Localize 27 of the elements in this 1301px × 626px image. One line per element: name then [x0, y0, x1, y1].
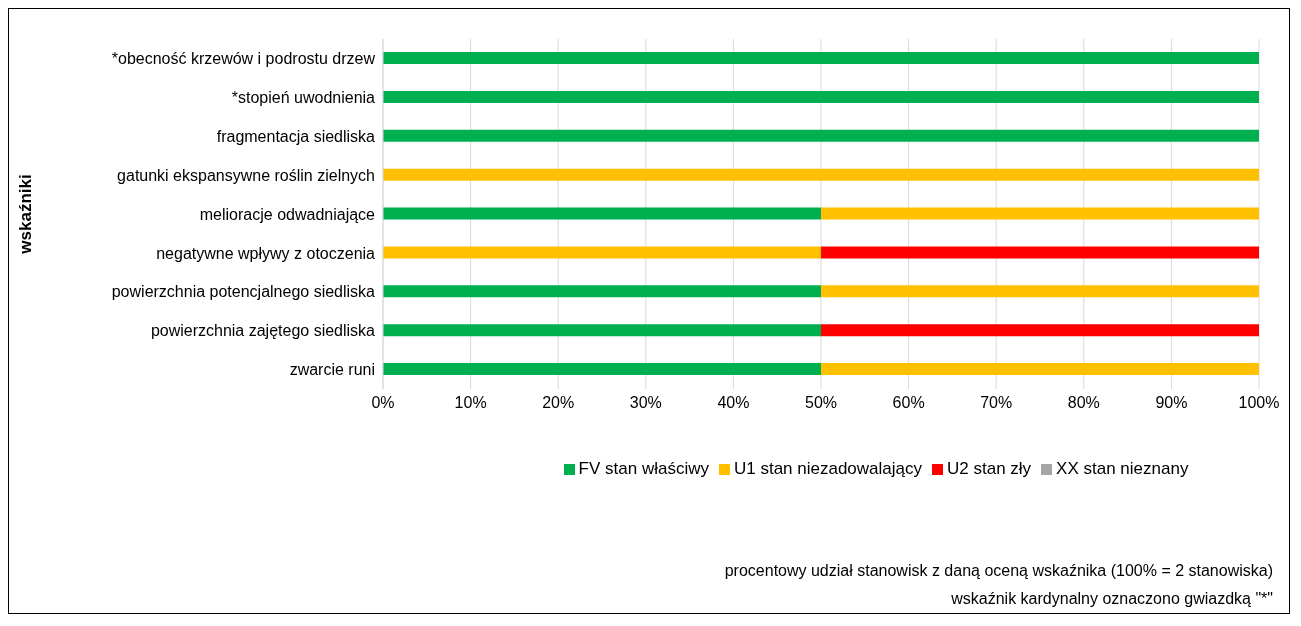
legend-label: U2 stan zły — [947, 459, 1032, 478]
x-tick-label: 90% — [1155, 394, 1188, 412]
y-tick-label: zwarcie runi — [289, 361, 375, 379]
x-tick-label: 70% — [980, 394, 1013, 412]
x-tick-label: 60% — [892, 394, 925, 412]
x-tick-label: 20% — [542, 394, 575, 412]
x-tick-label: 100% — [1238, 394, 1280, 412]
y-tick-label: powierzchnia potencjalnego siedliska — [111, 283, 376, 301]
y-tick-label: fragmentacja siedliska — [216, 127, 376, 145]
text: wskaźnik kardynalny oznaczono gwiazdką "*" — [950, 589, 1273, 609]
x-tick-label: 80% — [1067, 394, 1100, 412]
x-tick-label: 50% — [804, 394, 838, 412]
legend-label: U1 stan niezadowalający — [733, 459, 923, 478]
y-tick-label: powierzchnia zajętego siedliska — [150, 322, 376, 340]
x-tick-label: 30% — [629, 394, 662, 412]
x-tick-label: 0% — [371, 394, 395, 412]
x-tick-label: 40% — [717, 394, 750, 412]
y-tick-label: melioracje odwadniające — [199, 205, 376, 223]
y-tick-label: negatywne wpływy z otoczenia — [156, 244, 376, 262]
x-tick-label: 10% — [454, 394, 487, 412]
legend-label: FV stan właściwy — [578, 459, 709, 478]
y-tick-label: *stopień uwodnienia — [231, 89, 376, 107]
y-axis-title: wskaźniki — [16, 174, 36, 255]
legend-label: XX stan nieznany — [1056, 459, 1189, 478]
y-tick-label: gatunki ekspansywne roślin zielnych — [117, 166, 375, 184]
text: procentowy udział stanowisk z daną oceną wskaźnika (100% = 2 stanowiska) — [724, 561, 1273, 581]
y-tick-label: *obecność krzewów i podrostu drzew — [111, 50, 376, 68]
